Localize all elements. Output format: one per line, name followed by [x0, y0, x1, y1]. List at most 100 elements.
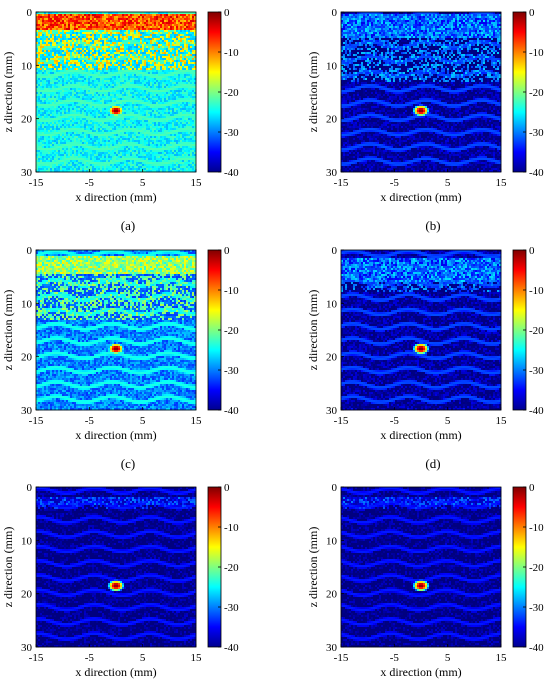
x-tick-label: -5 — [390, 415, 400, 427]
y-tick-label: 0 — [332, 482, 338, 494]
y-axis-label: z direction (mm) — [1, 290, 15, 371]
y-axis-label: z direction (mm) — [306, 527, 320, 608]
colorbar-tick-label: -10 — [529, 285, 544, 297]
x-tick-label: 15 — [191, 415, 203, 427]
y-tick-label: 20 — [326, 352, 338, 364]
heatmap-image — [36, 250, 196, 410]
colorbar-tick-label: -30 — [529, 365, 544, 377]
colorbar-tick-label: -40 — [529, 167, 544, 179]
colorbar-tick-label: -20 — [529, 325, 544, 337]
y-tick-label: 0 — [27, 7, 33, 19]
y-tick-label: 20 — [21, 114, 33, 126]
heatmap-image — [36, 487, 196, 647]
y-axis-label: z direction (mm) — [306, 290, 320, 371]
y-axis-label: z direction (mm) — [1, 527, 15, 608]
y-tick-label: 10 — [326, 298, 338, 310]
colorbar-tick-label: -30 — [224, 602, 239, 614]
x-axis-label: x direction (mm) — [380, 665, 461, 679]
x-axis-label: x direction (mm) — [75, 665, 156, 679]
heatmap-image — [341, 12, 501, 172]
colorbar-tick-label: -10 — [224, 285, 239, 297]
heatmap-image — [341, 487, 501, 647]
colorbar-tick-label: -40 — [529, 405, 544, 417]
colorbar-tick-label: 0 — [224, 7, 230, 19]
x-tick-label: 15 — [191, 652, 203, 664]
x-tick-label: -5 — [390, 652, 400, 664]
colorbar-tick-label: -20 — [529, 87, 544, 99]
colorbar-tick-label: -20 — [224, 87, 239, 99]
colorbar-tick-label: -30 — [224, 365, 239, 377]
x-axis-label: x direction (mm) — [380, 190, 461, 204]
y-tick-label: 0 — [27, 482, 33, 494]
x-axis-label: x direction (mm) — [380, 428, 461, 442]
x-tick-label: 5 — [445, 177, 451, 189]
y-tick-label: 30 — [326, 642, 338, 654]
y-tick-label: 10 — [21, 60, 33, 72]
colorbar-tick-label: -10 — [224, 522, 239, 534]
heatmap-image — [36, 12, 196, 172]
colorbar: 0 -10 -20 -30 -40 — [208, 245, 239, 417]
y-tick-label: 0 — [332, 245, 338, 257]
colorbar-tick-label: -40 — [224, 167, 239, 179]
y-tick-label: 30 — [326, 405, 338, 417]
colorbar: 0 -10 -20 -30 -40 — [208, 7, 239, 179]
y-tick-label: 30 — [21, 167, 33, 179]
y-tick-label: 10 — [326, 60, 338, 72]
y-axis-label: z direction (mm) — [306, 52, 320, 133]
heatmap-image — [341, 250, 501, 410]
y-tick-label: 20 — [326, 589, 338, 601]
y-tick-label: 20 — [21, 589, 33, 601]
x-tick-label: 15 — [496, 415, 508, 427]
colorbar-tick-label: -10 — [224, 47, 239, 59]
colorbar-tick-label: 0 — [224, 245, 230, 257]
colorbar-tick-label: -20 — [224, 562, 239, 574]
colorbar-tick-label: 0 — [224, 482, 230, 494]
colorbar-tick-label: 0 — [529, 482, 535, 494]
panel-caption: (a) — [121, 218, 135, 233]
y-tick-label: 0 — [332, 7, 338, 19]
colorbar-tick-label: -40 — [224, 405, 239, 417]
y-axis-label: z direction (mm) — [1, 52, 15, 133]
y-tick-label: 30 — [21, 642, 33, 654]
panel-caption: (b) — [425, 218, 440, 233]
x-tick-label: 5 — [445, 415, 451, 427]
x-tick-label: 5 — [140, 415, 146, 427]
colorbar-tick-label: -30 — [529, 602, 544, 614]
x-axis-label: x direction (mm) — [75, 190, 156, 204]
panel-caption: (d) — [425, 456, 440, 471]
y-tick-label: 30 — [326, 167, 338, 179]
x-tick-label: -5 — [85, 652, 95, 664]
x-tick-label: 15 — [191, 177, 203, 189]
x-tick-label: 5 — [140, 177, 146, 189]
colorbar-tick-label: -40 — [224, 642, 239, 654]
colorbar-tick-label: -40 — [529, 642, 544, 654]
y-tick-label: 10 — [21, 298, 33, 310]
colorbar: 0 -10 -20 -30 -40 — [513, 482, 544, 654]
x-tick-label: 5 — [445, 652, 451, 664]
colorbar: 0 -10 -20 -30 -40 — [208, 482, 239, 654]
colorbar-tick-label: 0 — [529, 245, 535, 257]
y-tick-label: 30 — [21, 405, 33, 417]
colorbar-tick-label: -20 — [224, 325, 239, 337]
colorbar: 0 -10 -20 -30 -40 — [513, 245, 544, 417]
x-tick-label: -5 — [85, 177, 95, 189]
x-tick-label: -5 — [390, 177, 400, 189]
x-tick-label: 15 — [496, 652, 508, 664]
colorbar: 0-10-20-30-40 — [513, 7, 544, 179]
y-tick-label: 10 — [21, 535, 33, 547]
y-tick-label: 10 — [326, 535, 338, 547]
colorbar-tick-label: -10 — [529, 522, 544, 534]
y-tick-label: 0 — [27, 245, 33, 257]
colorbar-tick-label: -20 — [529, 562, 544, 574]
x-tick-label: 15 — [496, 177, 508, 189]
y-tick-label: 20 — [21, 352, 33, 364]
colorbar-tick-label: -30 — [224, 127, 239, 139]
panel-caption: (c) — [121, 456, 135, 471]
x-axis-label: x direction (mm) — [75, 428, 156, 442]
x-tick-label: 5 — [140, 652, 146, 664]
